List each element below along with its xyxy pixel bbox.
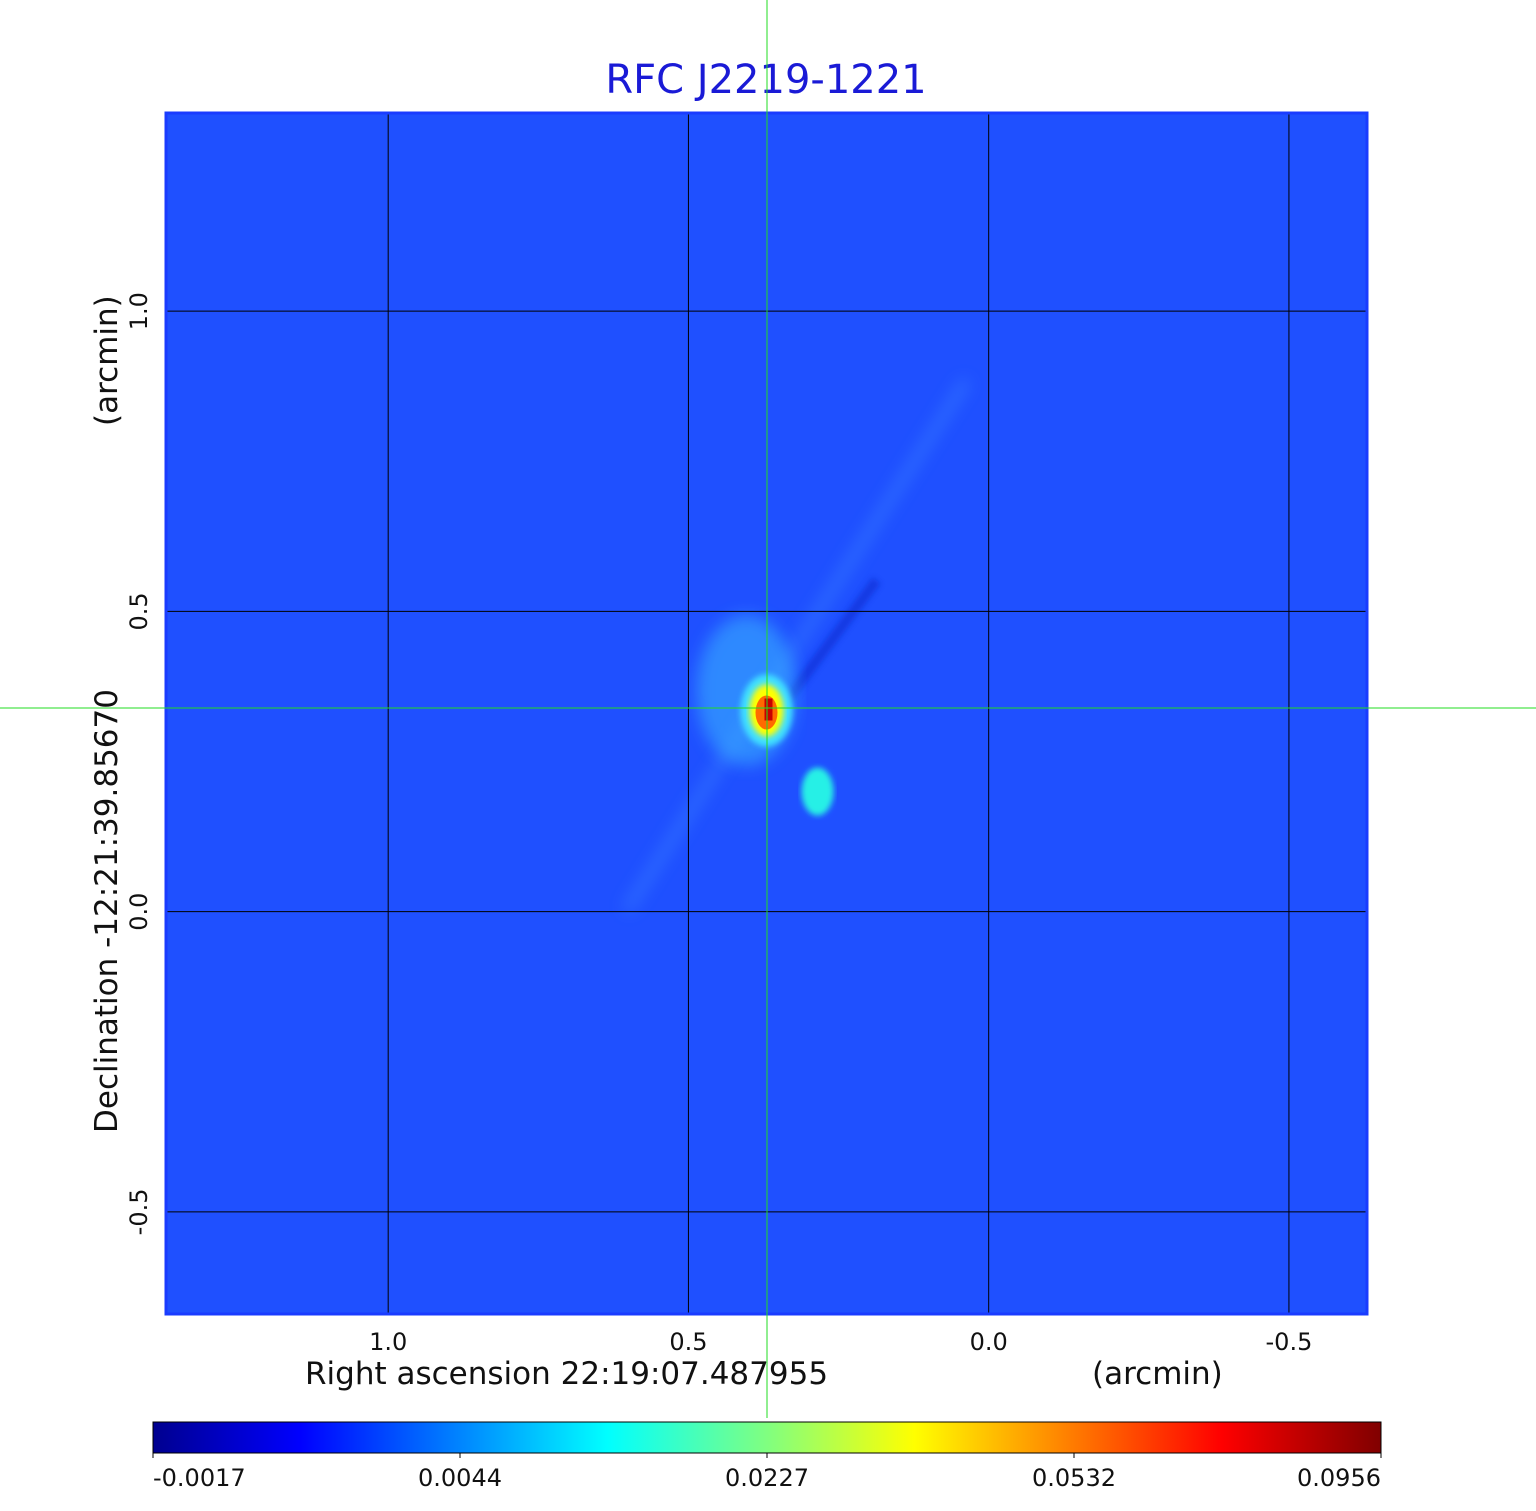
x-tick-label: 1.0 — [369, 1328, 407, 1356]
x-tick-label: 0.5 — [669, 1328, 707, 1356]
y-axis-label: Declination -12:21:39.85670 — [89, 689, 125, 1133]
y-tick-label: 0.0 — [125, 893, 153, 931]
colorbar-tick-label: 0.0956 — [1297, 1464, 1381, 1492]
y-tick-labels: 1.0 0.5 0.0 -0.5 — [125, 292, 153, 1235]
colorbar-tick-labels: -0.0017 0.0044 0.0227 0.0532 0.0956 — [152, 1453, 1382, 1492]
x-tick-label: -0.5 — [1266, 1328, 1313, 1356]
x-tick-labels: 1.0 0.5 0.0 -0.5 — [369, 1328, 1312, 1356]
emission-features — [622, 377, 971, 914]
y-tick-label: -0.5 — [125, 1189, 153, 1236]
colorbar — [152, 1421, 1382, 1454]
negative-sidelobe — [782, 577, 881, 704]
y-tick-label: 0.5 — [125, 592, 153, 630]
core-peak — [764, 698, 773, 721]
x-axis-label: Right ascension 22:19:07.487955 — [305, 1356, 828, 1392]
sidelobe-streak — [622, 377, 971, 914]
colorbar-tick-label: 0.0532 — [1032, 1464, 1116, 1492]
x-tick-label: 0.0 — [970, 1328, 1008, 1356]
colorbar-tick-label: 0.0044 — [418, 1464, 502, 1492]
colorbar-tick-label: -0.0017 — [153, 1464, 246, 1492]
y-tick-label: 1.0 — [125, 292, 153, 330]
chart-title: RFC J2219-1221 — [605, 57, 926, 103]
y-axis-unit: (arcmin) — [89, 295, 125, 426]
colorbar-tick-label: 0.0227 — [725, 1464, 809, 1492]
secondary-component — [801, 767, 834, 816]
x-axis-unit: (arcmin) — [1092, 1356, 1223, 1392]
